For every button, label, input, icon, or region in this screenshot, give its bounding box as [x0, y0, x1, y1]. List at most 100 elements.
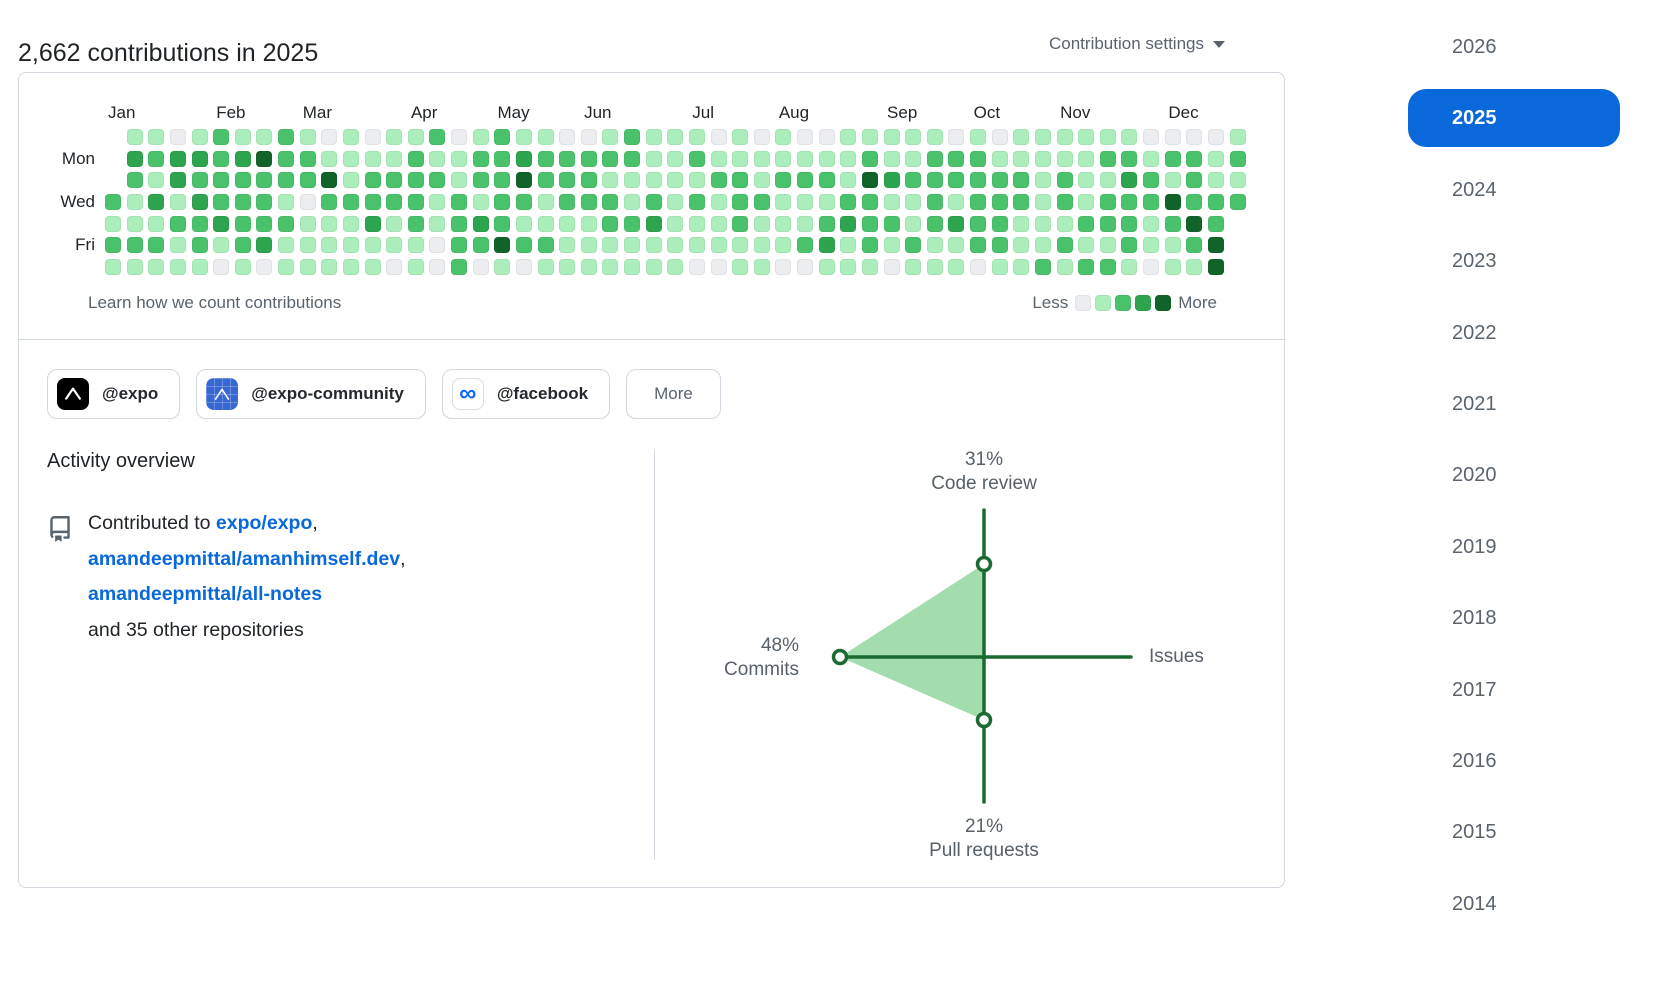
contribution-cell[interactable]	[472, 193, 489, 210]
contribution-cell[interactable]	[1121, 258, 1138, 275]
contribution-cell[interactable]	[645, 129, 662, 145]
contribution-cell[interactable]	[667, 215, 684, 232]
contribution-cell[interactable]	[905, 215, 922, 232]
contribution-cell[interactable]	[840, 193, 857, 210]
contribution-cell[interactable]	[234, 237, 251, 254]
contribution-cell[interactable]	[407, 150, 424, 167]
contribution-settings-dropdown[interactable]: Contribution settings	[1049, 34, 1225, 54]
contribution-cell[interactable]	[515, 193, 532, 210]
contribution-cell[interactable]	[970, 258, 986, 275]
contribution-cell[interactable]	[970, 172, 986, 189]
contribution-cell[interactable]	[364, 237, 381, 254]
contribution-cell[interactable]	[991, 150, 1008, 167]
contribution-cell[interactable]	[948, 215, 965, 232]
contribution-cell[interactable]	[1056, 258, 1073, 275]
contribution-cell[interactable]	[775, 237, 792, 254]
contribution-cell[interactable]	[342, 215, 359, 232]
contribution-cell[interactable]	[299, 150, 316, 167]
contribution-cell[interactable]	[191, 172, 208, 189]
year-item-2017[interactable]: 2017	[1452, 678, 1497, 701]
contribution-cell[interactable]	[905, 129, 922, 145]
contribution-cell[interactable]	[732, 193, 749, 210]
contribution-cell[interactable]	[1078, 193, 1095, 210]
contribution-cell[interactable]	[797, 129, 813, 145]
contribution-cell[interactable]	[991, 193, 1008, 210]
contribution-cell[interactable]	[667, 150, 684, 167]
contribution-cell[interactable]	[667, 129, 684, 145]
contribution-cell[interactable]	[278, 215, 294, 232]
contribution-cell[interactable]	[342, 129, 359, 145]
contribution-cell[interactable]	[126, 258, 143, 275]
contribution-cell[interactable]	[624, 193, 640, 210]
contribution-cell[interactable]	[559, 129, 576, 145]
contribution-cell[interactable]	[905, 193, 922, 210]
contribution-cell[interactable]	[1078, 258, 1095, 275]
contribution-cell[interactable]	[883, 258, 900, 275]
contribution-cell[interactable]	[256, 215, 273, 232]
contribution-cell[interactable]	[624, 172, 640, 189]
contribution-cell[interactable]	[1143, 193, 1159, 210]
contribution-cell[interactable]	[624, 129, 640, 145]
contribution-cell[interactable]	[321, 129, 338, 145]
contribution-cell[interactable]	[278, 172, 294, 189]
contribution-cell[interactable]	[537, 193, 554, 210]
contribution-cell[interactable]	[688, 215, 705, 232]
contribution-cell[interactable]	[1164, 193, 1181, 210]
contribution-cell[interactable]	[1164, 129, 1181, 145]
contribution-cell[interactable]	[905, 258, 922, 275]
contribution-cell[interactable]	[515, 237, 532, 254]
contribution-cell[interactable]	[1056, 237, 1073, 254]
contribution-cell[interactable]	[667, 258, 684, 275]
contribution-cell[interactable]	[1143, 258, 1159, 275]
contribution-cell[interactable]	[321, 193, 338, 210]
year-item-2019[interactable]: 2019	[1452, 535, 1497, 558]
contribution-cell[interactable]	[559, 237, 576, 254]
contribution-cell[interactable]	[732, 172, 749, 189]
contribution-cell[interactable]	[407, 258, 424, 275]
contribution-cell[interactable]	[321, 215, 338, 232]
contribution-cell[interactable]	[191, 193, 208, 210]
contribution-cell[interactable]	[1207, 237, 1224, 254]
repo-link-all-notes[interactable]: amandeepmittal/all-notes	[88, 583, 323, 605]
year-item-2016[interactable]: 2016	[1452, 750, 1497, 772]
contribution-cell[interactable]	[948, 237, 965, 254]
contribution-cell[interactable]	[1186, 172, 1203, 189]
contribution-cell[interactable]	[386, 215, 403, 232]
contribution-cell[interactable]	[753, 172, 770, 189]
contribution-cell[interactable]	[299, 193, 316, 210]
contribution-cell[interactable]	[537, 172, 554, 189]
contribution-cell[interactable]	[926, 237, 943, 254]
contribution-cell[interactable]	[1034, 215, 1051, 232]
contribution-cell[interactable]	[1099, 193, 1116, 210]
contribution-cell[interactable]	[797, 172, 813, 189]
contribution-cell[interactable]	[667, 193, 684, 210]
contribution-cell[interactable]	[451, 237, 467, 254]
contribution-cell[interactable]	[970, 237, 986, 254]
contribution-cell[interactable]	[883, 215, 900, 232]
contribution-cell[interactable]	[169, 193, 186, 210]
contribution-cell[interactable]	[753, 129, 770, 145]
contribution-cell[interactable]	[278, 129, 294, 145]
contribution-cell[interactable]	[105, 258, 121, 275]
contribution-cell[interactable]	[1056, 215, 1073, 232]
contribution-cell[interactable]	[775, 129, 792, 145]
contribution-cell[interactable]	[1121, 237, 1138, 254]
contribution-cell[interactable]	[1013, 258, 1030, 275]
contribution-cell[interactable]	[1143, 150, 1159, 167]
contribution-cell[interactable]	[926, 258, 943, 275]
contribution-cell[interactable]	[840, 258, 857, 275]
contribution-cell[interactable]	[1186, 193, 1203, 210]
contribution-cell[interactable]	[861, 215, 878, 232]
contribution-cell[interactable]	[494, 237, 511, 254]
contribution-cell[interactable]	[148, 193, 165, 210]
contribution-cell[interactable]	[321, 150, 338, 167]
contribution-cell[interactable]	[797, 215, 813, 232]
contribution-cell[interactable]	[883, 237, 900, 254]
contribution-cell[interactable]	[732, 237, 749, 254]
contribution-cell[interactable]	[710, 215, 727, 232]
year-item-2014[interactable]: 2014	[1452, 892, 1497, 915]
contribution-cell[interactable]	[580, 193, 597, 210]
contribution-cell[interactable]	[1056, 129, 1073, 145]
contribution-cell[interactable]	[1034, 172, 1051, 189]
contribution-cell[interactable]	[861, 193, 878, 210]
